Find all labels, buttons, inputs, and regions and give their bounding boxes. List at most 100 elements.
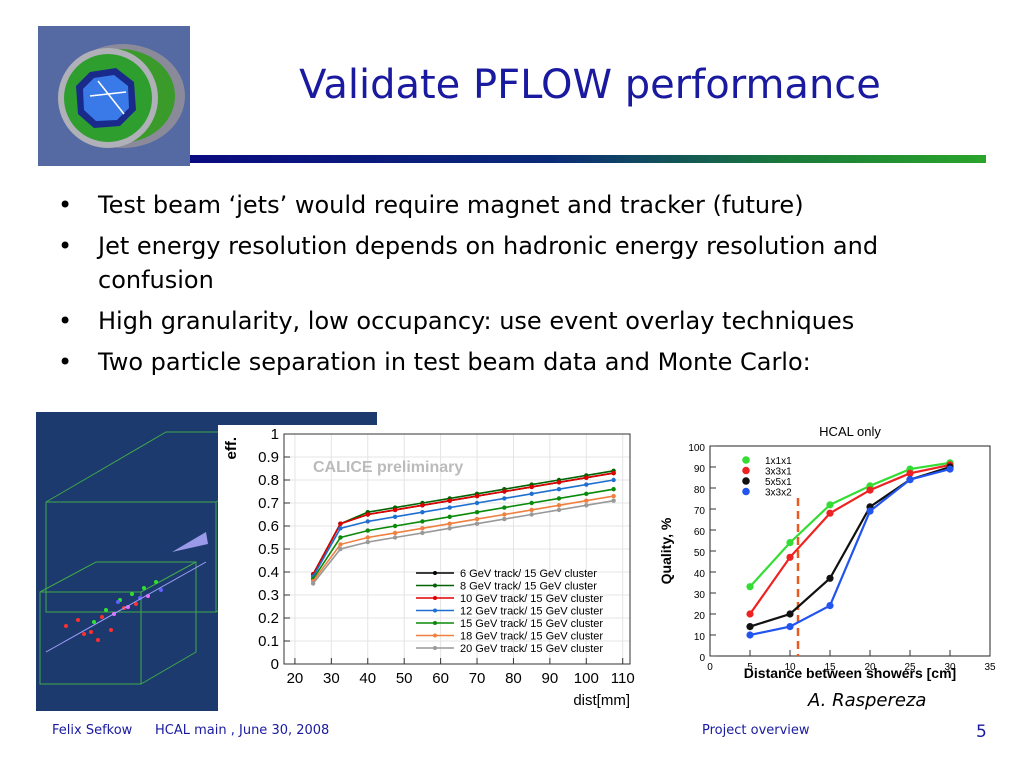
- series-line: [749, 463, 951, 615]
- data-point: [786, 553, 794, 561]
- data-point: [365, 512, 370, 517]
- data-point: [826, 574, 834, 582]
- x-tick-label: 70: [469, 670, 486, 687]
- data-point: [584, 491, 589, 496]
- x-tick-label: 15: [824, 662, 836, 673]
- data-point: [420, 519, 425, 524]
- data-point: [365, 528, 370, 533]
- legend-label: 5x5x1: [765, 477, 792, 488]
- y-tick-label: 40: [694, 569, 706, 580]
- x-tick-label: 100: [574, 670, 599, 687]
- data-point: [611, 487, 616, 492]
- y-tick-label: 20: [694, 611, 706, 622]
- data-point: [420, 526, 425, 531]
- x-tick-label: 80: [505, 670, 522, 687]
- data-point: [584, 503, 589, 508]
- data-point: [338, 526, 343, 531]
- legend-label: 6 GeV track/ 15 GeV cluster: [460, 568, 597, 580]
- legend-label: 10 GeV track/ 15 GeV cluster: [460, 593, 603, 605]
- legend-marker: [433, 608, 437, 613]
- data-point: [529, 512, 534, 517]
- data-point: [584, 482, 589, 487]
- data-point: [338, 546, 343, 552]
- data-point: [447, 505, 452, 510]
- series-line: [312, 472, 614, 575]
- legend-marker: [433, 571, 437, 575]
- y-tick-label: 70: [694, 506, 706, 517]
- data-point: [529, 507, 534, 513]
- bullet-dot: •: [58, 307, 73, 335]
- legend-marker: [433, 621, 437, 625]
- series-line: [749, 468, 951, 637]
- data-point: [474, 510, 480, 515]
- legend-marker: [742, 456, 750, 464]
- x-tick-label: 20: [287, 670, 304, 687]
- y-tick-label: 0.7: [258, 495, 279, 512]
- data-point: [584, 498, 589, 503]
- bullet-item: • Jet energy resolution depends on hadron…: [58, 229, 978, 297]
- quality-chart: HCAL only 0 10 20 30 40 50 60 70 80 90 100 0 5 10 15 2…: [655, 418, 1005, 690]
- data-point: [611, 477, 616, 483]
- series-line: [312, 470, 614, 575]
- data-point: [502, 505, 507, 510]
- data-point: [310, 581, 316, 586]
- bullet-dot: •: [58, 232, 73, 260]
- data-point: [502, 496, 507, 501]
- data-point: [338, 542, 343, 547]
- data-point: [392, 514, 398, 519]
- data-point: [556, 503, 562, 508]
- data-point: [826, 501, 834, 509]
- legend-marker: [433, 596, 437, 600]
- y-tick-label: 100: [688, 443, 705, 454]
- data-point: [420, 503, 425, 508]
- data-point: [746, 631, 754, 639]
- bullet-text: Test beam ‘jets’ would require magnet an…: [98, 191, 804, 219]
- data-point: [365, 535, 370, 540]
- y-tick-label: 60: [694, 527, 706, 538]
- series-line: [749, 461, 951, 588]
- data-point: [866, 507, 874, 515]
- x-tick-label: 60: [432, 670, 449, 687]
- y-tick-label: 0.3: [258, 587, 279, 604]
- y-tick-label: 0.8: [258, 472, 279, 489]
- chart-title: HCAL only: [819, 424, 881, 439]
- efficiency-chart: 0 0.1 0.2 0.3 0.4 0.5 0.6 0.7 0.8 0.9 1 20 30 40 50 60…: [218, 425, 650, 715]
- data-point: [611, 498, 616, 503]
- legend-marker: [433, 583, 437, 588]
- legend-label: 18 GeV track/ 15 GeV cluster: [460, 631, 603, 643]
- series-line: [312, 479, 614, 577]
- legend-label: 3x3x1: [765, 467, 792, 478]
- legend-marker: [742, 477, 750, 485]
- data-point: [474, 500, 480, 506]
- data-point: [502, 516, 507, 522]
- data-point: [906, 469, 914, 477]
- data-point: [584, 475, 589, 480]
- x-tick-label: 90: [542, 670, 559, 687]
- legend-marker: [742, 466, 750, 475]
- y-tick-label: 0.2: [258, 610, 279, 627]
- y-tick-label: 0.4: [258, 564, 279, 581]
- series-line: [312, 499, 614, 584]
- bullet-item: • High granularity, low occupancy: use ev…: [58, 304, 978, 338]
- y-tick-label: 0: [271, 656, 279, 673]
- legend-label: 20 GeV track/ 15 GeV cluster: [460, 643, 603, 655]
- data-point: [365, 519, 370, 524]
- data-point: [611, 493, 616, 499]
- data-point: [447, 514, 452, 519]
- data-point: [529, 484, 534, 490]
- data-point: [420, 510, 425, 515]
- data-point: [556, 507, 562, 513]
- data-point: [474, 521, 480, 526]
- bullet-text: High granularity, low occupancy: use eve…: [98, 307, 855, 335]
- footer-section: Project overview: [702, 723, 810, 738]
- data-point: [826, 509, 834, 517]
- x-tick-label: 40: [359, 670, 376, 687]
- data-point: [946, 465, 954, 473]
- data-point: [392, 535, 398, 540]
- x-tick-label: 50: [396, 670, 413, 687]
- y-axis-label: eff.: [223, 437, 240, 460]
- y-tick-label: 0: [699, 653, 705, 664]
- footer-meeting: HCAL main , June 30, 2008: [155, 723, 330, 738]
- legend-marker: [742, 487, 750, 496]
